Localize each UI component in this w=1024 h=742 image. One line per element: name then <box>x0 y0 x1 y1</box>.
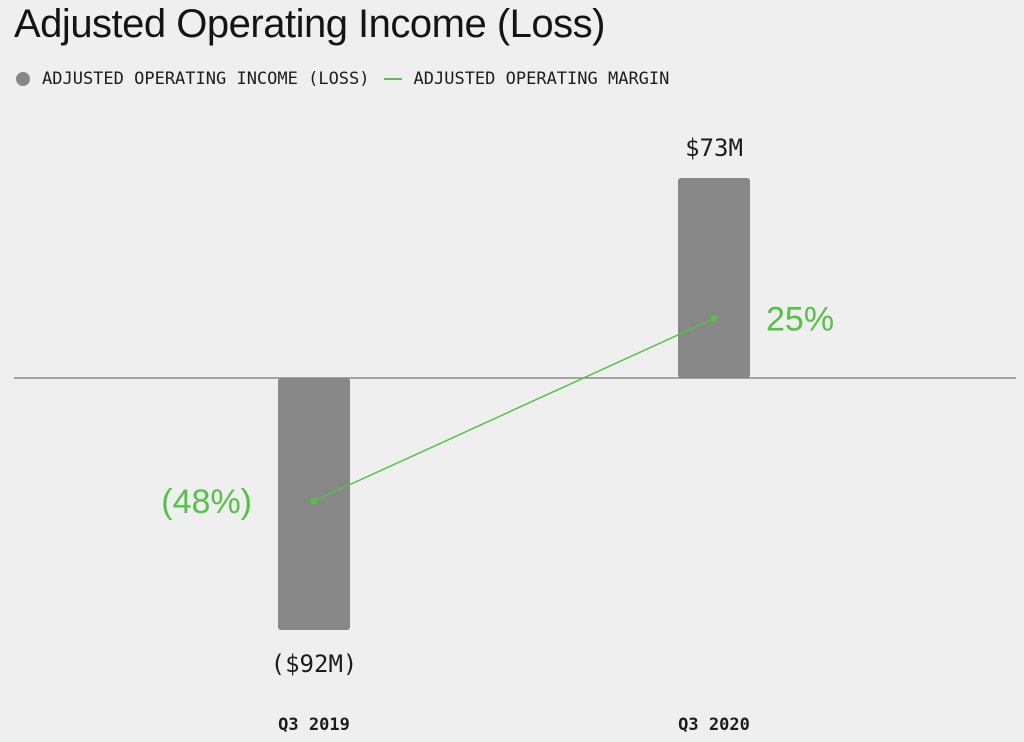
legend-label-income: ADJUSTED OPERATING INCOME (LOSS) <box>42 69 370 89</box>
margin-value-label: 25% <box>766 301 834 339</box>
margin-point <box>310 497 318 505</box>
bar-value-label: ($92M) <box>271 650 358 678</box>
legend-bar-marker-icon <box>16 72 30 86</box>
bar-q3-2020 <box>678 178 750 378</box>
margin-series-line <box>313 317 715 502</box>
category-label: Q3 2019 <box>278 715 350 735</box>
bar-value-label: $73M <box>685 134 743 162</box>
legend-label-margin: ADJUSTED OPERATING MARGIN <box>413 69 670 89</box>
margin-point <box>710 315 718 322</box>
legend-line-marker-icon <box>383 78 402 80</box>
chart-title: Adjusted Operating Income (Loss) <box>14 2 605 46</box>
margin-value-label: (48%) <box>161 483 252 521</box>
category-label: Q3 2020 <box>678 715 750 735</box>
legend: ADJUSTED OPERATING INCOME (LOSS) ADJUSTE… <box>16 67 669 91</box>
